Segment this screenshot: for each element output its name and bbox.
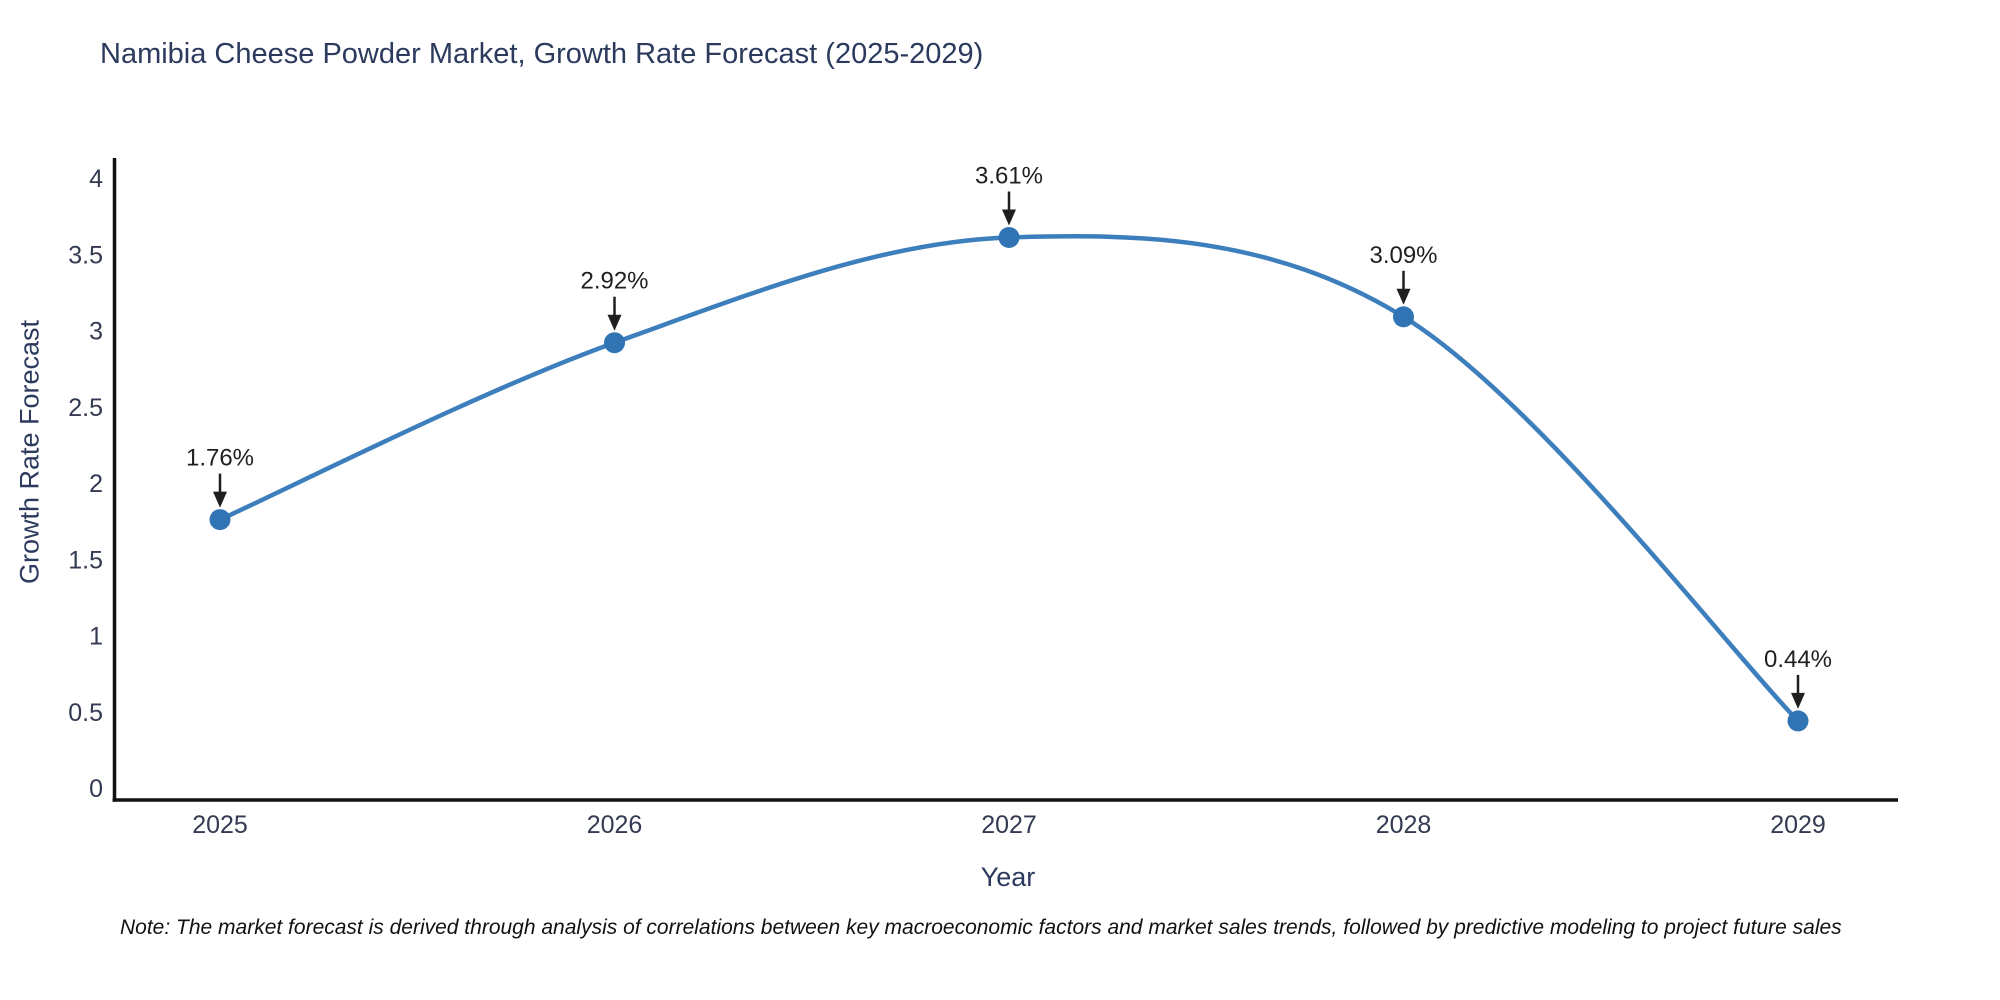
- x-tick-label: 2028: [1376, 811, 1432, 839]
- annotation-arrow-head: [1002, 209, 1016, 226]
- footnote: Note: The market forecast is derived thr…: [120, 916, 1842, 939]
- forecast-line: [217, 234, 1801, 724]
- data-point-marker: [1787, 710, 1809, 732]
- annotation-label: 1.76%: [186, 445, 254, 472]
- annotation-label: 0.44%: [1764, 646, 1832, 673]
- annotation-label: 3.09%: [1369, 242, 1437, 269]
- chart-title: Namibia Cheese Powder Market, Growth Rat…: [100, 38, 984, 70]
- y-tick-label: 1: [89, 623, 103, 651]
- annotation-arrow-head: [1396, 288, 1411, 305]
- x-tick-label: 2027: [981, 811, 1037, 839]
- y-tick-label: 3: [89, 318, 103, 346]
- annotation-label: 2.92%: [580, 268, 648, 295]
- x-tick-label: 2026: [587, 811, 643, 839]
- annotation-arrow-head: [1791, 692, 1805, 709]
- x-tick-label: 2025: [192, 811, 248, 839]
- x-tick-label: 2029: [1770, 811, 1826, 839]
- data-point-marker: [604, 332, 625, 354]
- y-tick-label: 2.5: [68, 394, 103, 422]
- data-point-marker: [998, 226, 1020, 248]
- data-point-marker: [209, 509, 231, 531]
- y-tick-label: 2: [89, 470, 103, 498]
- x-axis-title: Year: [980, 862, 1036, 892]
- y-tick-label: 3.5: [68, 241, 103, 269]
- annotation-arrow-head: [213, 491, 227, 508]
- annotation-arrow-head: [607, 314, 622, 331]
- y-tick-label: 0.5: [68, 699, 103, 727]
- data-point-marker: [1393, 306, 1414, 328]
- y-tick-label: 1.5: [68, 546, 103, 574]
- annotation-label: 3.61%: [975, 162, 1043, 189]
- y-tick-label: 4: [89, 165, 103, 193]
- y-tick-label: 0: [89, 775, 103, 803]
